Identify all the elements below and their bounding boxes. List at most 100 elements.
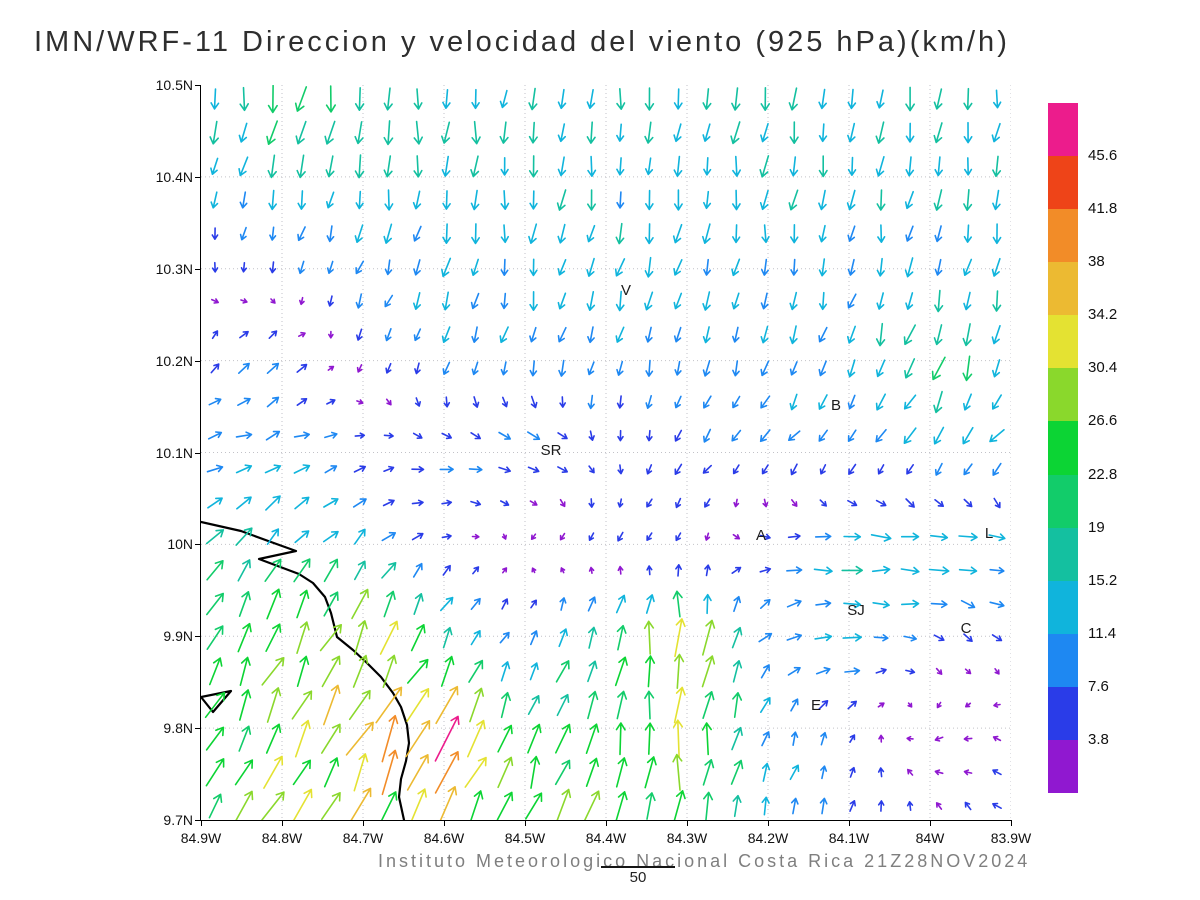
wind-arrow [814, 532, 832, 541]
wind-arrow [325, 85, 336, 113]
wind-arrow [263, 755, 284, 789]
wind-arrow [872, 600, 890, 609]
wind-arrow [470, 258, 479, 276]
wind-arrow [674, 429, 683, 442]
wind-arrow [616, 88, 626, 110]
wind-arrow [413, 120, 423, 145]
wind-arrow [323, 684, 341, 726]
wind-arrow [264, 464, 282, 474]
wind-arrow [558, 359, 567, 377]
x-tick-label: 84.2W [747, 830, 789, 846]
wind-arrow [206, 464, 224, 473]
wind-arrow [842, 633, 862, 642]
wind-arrow [440, 596, 454, 612]
wind-arrow [468, 659, 484, 683]
wind-arrow [818, 88, 827, 110]
wind-arrow [644, 121, 654, 144]
wind-arrow [354, 224, 364, 243]
wind-arrow [324, 431, 338, 439]
wind-arrow [615, 222, 625, 245]
colorbar-segment [1048, 156, 1078, 210]
city-label: L [985, 525, 993, 542]
wind-arrow [296, 621, 310, 654]
wind-arrow [905, 668, 916, 675]
wind-arrow [646, 498, 653, 508]
wind-arrow [297, 260, 305, 275]
wind-arrow [354, 560, 366, 581]
wind-arrow [760, 292, 769, 310]
wind-arrow [963, 291, 972, 311]
wind-arrow [702, 691, 715, 719]
wind-arrow [645, 655, 656, 688]
wind-arrow [644, 291, 654, 311]
wind-arrow [905, 156, 915, 177]
wind-arrow [875, 121, 885, 144]
wind-arrow [760, 697, 771, 713]
colorbar-tick-label: 7.6 [1088, 677, 1109, 695]
x-tick-label: 84W [915, 830, 945, 846]
wind-arrow [849, 800, 856, 812]
x-tick-label: 84.7W [342, 830, 384, 846]
y-tick-label: 9.9N [163, 628, 193, 645]
colorbar-tick-label: 26.6 [1088, 412, 1118, 430]
wind-arrow [963, 87, 973, 111]
wind-arrow [500, 500, 510, 507]
wind-arrow [964, 668, 972, 675]
wind-arrow [644, 756, 657, 789]
wind-arrow [848, 463, 857, 475]
wind-arrow [702, 123, 711, 142]
wind-arrow [702, 326, 711, 344]
wind-arrow [500, 224, 509, 244]
wind-arrow [935, 802, 943, 810]
wind-arrow [381, 714, 399, 763]
wind-arrow [870, 533, 892, 542]
wind-arrow [789, 325, 798, 345]
colorbar-tick-label: 15.2 [1088, 571, 1118, 589]
wind-arrow [468, 465, 483, 473]
wind-arrow [588, 430, 595, 441]
wind-arrow [414, 362, 421, 375]
wind-arrow [617, 464, 624, 475]
y-tick-mark [195, 636, 201, 638]
wind-arrow [353, 465, 366, 473]
wind-arrow [527, 466, 540, 474]
wind-arrow [497, 756, 514, 789]
wind-arrow [789, 361, 798, 376]
wind-arrow [847, 225, 856, 242]
wind-arrow [586, 89, 596, 109]
wind-arrow [354, 121, 364, 145]
colorbar-tick-label: 41.8 [1088, 200, 1118, 218]
wind-arrow [789, 764, 800, 781]
wind-arrow [405, 720, 431, 758]
wind-arrow [906, 464, 914, 475]
wind-arrow [379, 620, 399, 655]
wind-arrow [235, 527, 253, 546]
wind-arrow [901, 599, 920, 608]
wind-arrow [210, 191, 219, 209]
wind-arrow [818, 360, 827, 377]
wind-arrow [529, 291, 538, 311]
wind-arrow [559, 597, 567, 611]
wind-arrow [761, 224, 770, 244]
x-tick-label: 83.9W [990, 830, 1032, 846]
wind-arrow [760, 599, 771, 609]
wind-arrow [762, 498, 769, 508]
wind-arrow [877, 767, 885, 778]
wind-arrow [471, 88, 480, 110]
wind-arrow [963, 735, 973, 742]
wind-arrow [411, 532, 424, 541]
wind-arrow [354, 154, 365, 179]
wind-arrow [992, 290, 1002, 312]
colorbar-tick-label: 30.4 [1088, 359, 1118, 377]
wind-arrow [786, 633, 802, 641]
wind-arrow [702, 223, 711, 244]
wind-arrow [442, 361, 451, 375]
wind-arrow [760, 360, 770, 377]
y-tick-mark [195, 452, 201, 454]
wind-arrow [355, 293, 363, 309]
wind-arrow [586, 121, 596, 144]
wind-arrow [528, 87, 538, 111]
wind-arrow [993, 497, 1001, 509]
wind-arrow [528, 121, 538, 144]
wind-arrow [235, 464, 253, 474]
